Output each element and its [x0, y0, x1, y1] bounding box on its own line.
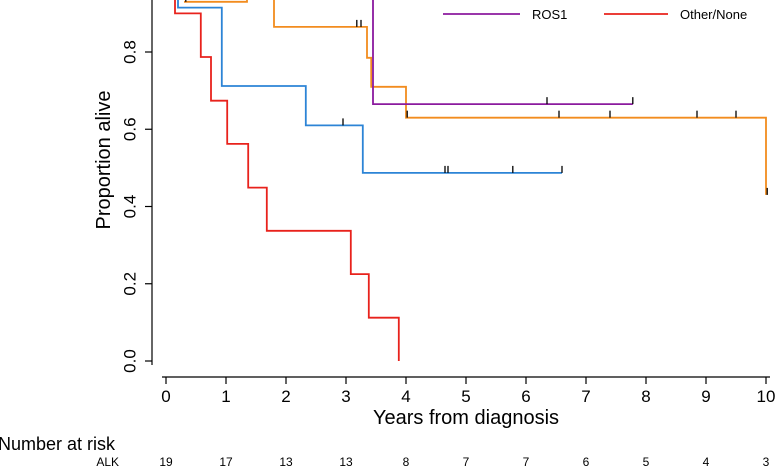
risk-count: 19	[159, 455, 173, 469]
y-tick-label: 0.0	[121, 349, 140, 373]
y-tick-label: 0.4	[121, 195, 140, 219]
risk-row: ALK 19 17 13 13 8 7 7 6 5 4 3	[96, 455, 769, 469]
legend-label: Other/None	[680, 7, 747, 22]
series-unlabeled-2	[177, 0, 563, 174]
legend-item: Other/None	[604, 7, 747, 22]
risk-count: 4	[703, 455, 710, 469]
survival-curve	[184, 0, 767, 195]
legend-item: ROS1	[443, 7, 567, 22]
risk-table-title: Number at risk	[0, 434, 116, 454]
x-tick-label: 7	[581, 387, 590, 406]
x-tick-label: 2	[281, 387, 290, 406]
risk-count: 13	[339, 455, 353, 469]
series-ros1	[372, 0, 634, 105]
x-tick-label: 5	[461, 387, 470, 406]
x-tick-label: 10	[757, 387, 776, 406]
series-other-none	[174, 0, 400, 361]
y-tick-label: 0.8	[121, 40, 140, 64]
risk-count: 6	[583, 455, 590, 469]
risk-count: 13	[279, 455, 293, 469]
risk-count: 3	[763, 455, 770, 469]
series-alk	[184, 0, 768, 195]
x-tick-label: 4	[401, 387, 410, 406]
axes-layer: 0.0 0.2 0.4 0.6 0.8 0 1 2 3 4 5 6 7 8 9 10	[121, 0, 776, 406]
x-axis-label: Years from diagnosis	[373, 407, 559, 429]
x-tick-label: 9	[701, 387, 710, 406]
legend-label: ROS1	[532, 7, 567, 22]
risk-count: 7	[523, 455, 530, 469]
survival-curve	[177, 0, 562, 174]
risk-count: 17	[219, 455, 233, 469]
x-tick-label: 1	[221, 387, 230, 406]
series-layer	[174, 0, 768, 361]
risk-row-label: ALK	[96, 455, 119, 469]
risk-count: 5	[643, 455, 650, 469]
y-tick-label: 0.2	[121, 272, 140, 296]
x-tick-label: 3	[341, 387, 350, 406]
survival-curve	[372, 0, 633, 105]
risk-count: 7	[463, 455, 470, 469]
y-axis-label: Proportion alive	[93, 91, 115, 230]
x-tick-label: 0	[161, 387, 170, 406]
y-tick-label: 0.6	[121, 117, 140, 141]
legend: ROS1 Other/None	[443, 7, 747, 22]
x-tick-label: 8	[641, 387, 650, 406]
risk-count: 8	[403, 455, 410, 469]
survival-curve	[174, 0, 400, 361]
risk-table: ALK 19 17 13 13 8 7 7 6 5 4 3	[96, 455, 769, 469]
x-tick-label: 6	[521, 387, 530, 406]
